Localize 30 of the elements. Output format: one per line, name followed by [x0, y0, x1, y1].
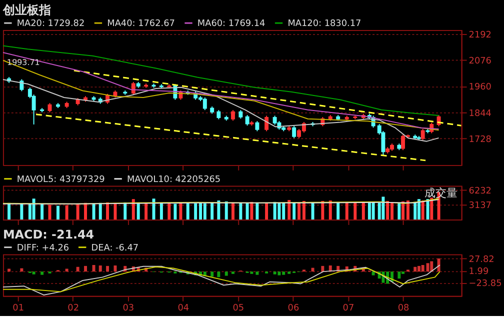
x-tick-label: 05 [232, 303, 244, 314]
y-tick-label: 1844 [468, 108, 492, 119]
legend-label: MA20: 1729.82 [16, 19, 85, 30]
annotation: 1993.71 [7, 58, 40, 67]
legend-label: MAVOL10: 42205265 [126, 174, 221, 185]
y-tick-label: 3137 [468, 201, 492, 212]
legend-label: MAVOL5: 43797329 [16, 174, 106, 185]
legend-label: DIFF: +4.26 [16, 243, 70, 254]
chart-title: MACD: -21.44 [2, 227, 94, 242]
y-tick-label: 1.99 [468, 267, 489, 278]
legend-label: MA120: 1830.17 [288, 19, 362, 30]
x-tick-label: 03 [122, 303, 134, 314]
y-tick-label: 2192 [468, 30, 492, 41]
x-tick-label: 08 [398, 303, 410, 314]
y-tick-label: 6232 [468, 186, 492, 196]
y-tick-label: 1960 [468, 82, 492, 93]
y-tick-label: 27.82 [468, 255, 494, 266]
chart-title: 创业板指 [2, 3, 51, 18]
x-tick-label: 02 [68, 303, 80, 314]
y-tick-label: 2076 [468, 56, 492, 67]
x-tick-label: 01 [12, 303, 24, 314]
legend-label: MA60: 1769.14 [197, 19, 266, 30]
annotation: 成交量 [424, 186, 458, 200]
x-tick-label: 06 [288, 303, 300, 314]
legend-label: MA40: 1762.67 [107, 19, 175, 30]
y-tick-label: −23.85 [468, 279, 502, 290]
x-tick-label: 07 [342, 303, 354, 314]
legend-label: DEA: -6.47 [91, 243, 139, 254]
x-tick-label: 04 [178, 303, 190, 314]
y-tick-label: 1728 [468, 134, 492, 145]
